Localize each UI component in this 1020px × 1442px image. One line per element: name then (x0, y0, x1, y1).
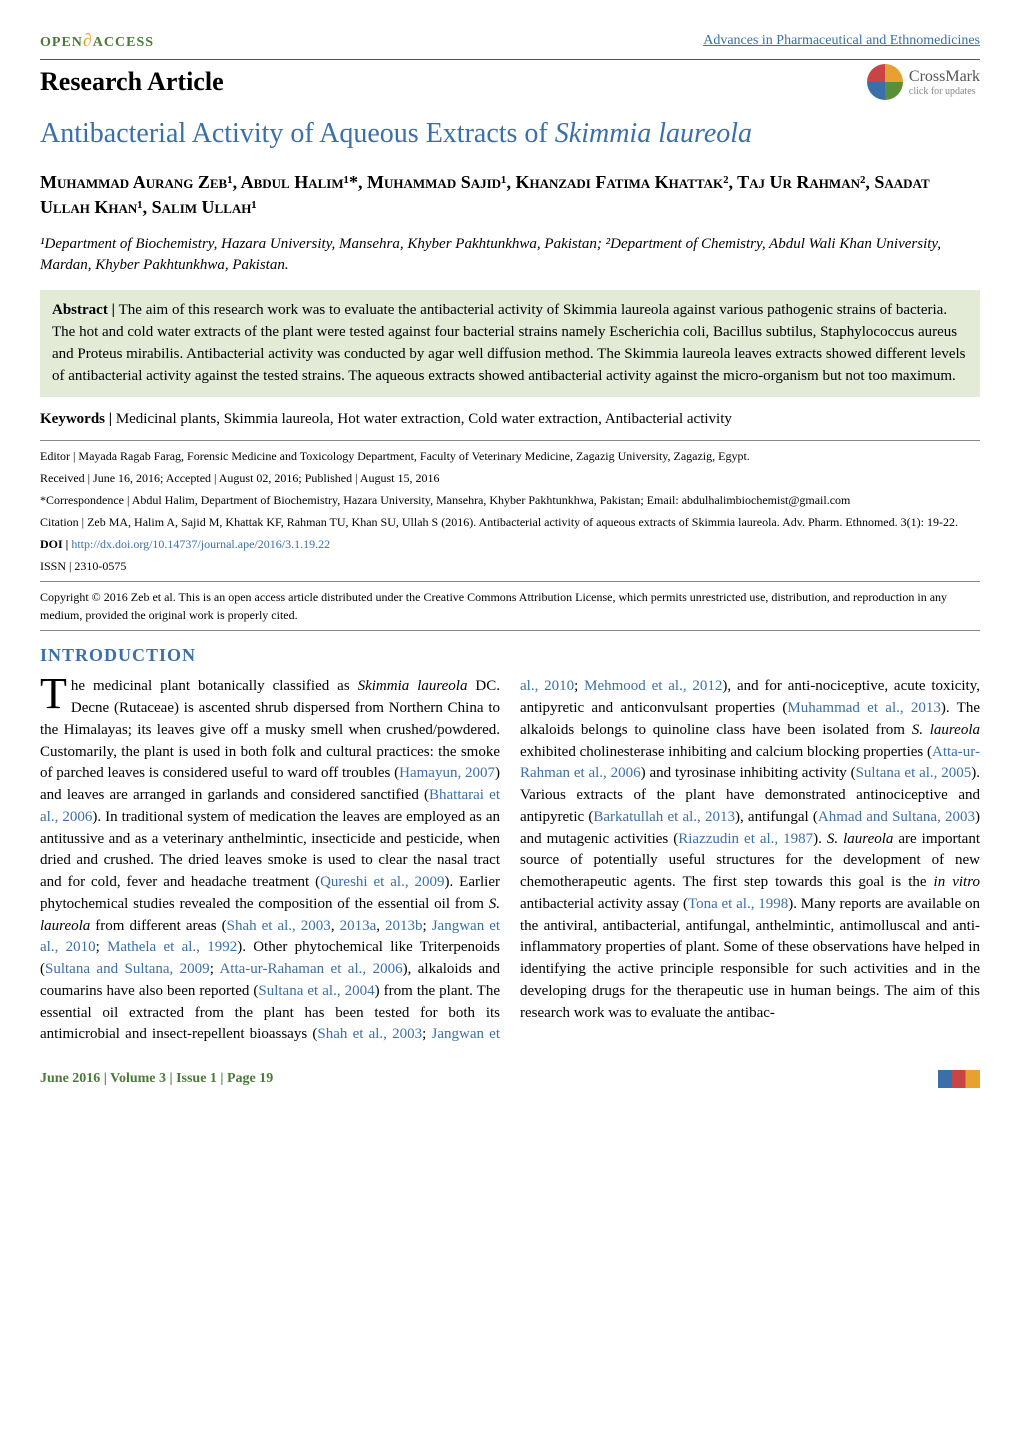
ref-link[interactable]: Sultana et al., 2005 (856, 765, 972, 781)
ref-link[interactable]: Sultana et al., 2004 (258, 983, 374, 999)
meta-divider (40, 440, 980, 441)
meta-issn: ISSN | 2310-0575 (40, 557, 980, 575)
keywords-text: Medicinal plants, Skimmia laureola, Hot … (116, 411, 732, 427)
meta-editor: Editor | Mayada Ragab Farag, Forensic Me… (40, 447, 980, 465)
nexus-icon (938, 1070, 980, 1088)
ref-link[interactable]: 2013a (340, 918, 377, 934)
title-text: Antibacterial Activity of Aqueous Extrac… (40, 118, 555, 149)
ref-link[interactable]: 2013b (385, 918, 423, 934)
doi-link[interactable]: http://dx.doi.org/10.14737/journal.ape/2… (71, 537, 330, 551)
ref-link[interactable]: Hamayun, 2007 (399, 765, 495, 781)
meta-doi: DOI | http://dx.doi.org/10.14737/journal… (40, 535, 980, 553)
intro-paragraph: The medicinal plant botanically classifi… (40, 676, 980, 1046)
ref-link[interactable]: Barkatullah et al., 2013 (593, 809, 735, 825)
abstract-text: The aim of this research work was to eva… (52, 302, 966, 383)
crossmark-icon (867, 64, 903, 100)
keywords: Keywords | Medicinal plants, Skimmia lau… (40, 411, 980, 428)
ref-link[interactable]: Ahmad and Sultana, 2003 (818, 809, 975, 825)
meta-dates: Received | June 16, 2016; Accepted | Aug… (40, 469, 980, 487)
ref-link[interactable]: Atta-ur-Rahaman et al., 2006 (219, 961, 402, 977)
abstract-box: Abstract | The aim of this research work… (40, 290, 980, 397)
dropcap: T (40, 676, 71, 712)
footer-pagination: June 2016 | Volume 3 | Issue 1 | Page 19 (40, 1071, 273, 1087)
article-type: Research Article (40, 67, 224, 97)
meta-citation: Citation | Zeb MA, Halim A, Sajid M, Kha… (40, 513, 980, 531)
open-access-suffix: ACCESS (93, 35, 154, 50)
ref-link[interactable]: Mathela et al., 1992 (107, 939, 237, 955)
article-title: Antibacterial Activity of Aqueous Extrac… (40, 118, 980, 150)
lock-icon: ∂ (83, 30, 93, 50)
section-introduction: INTRODUCTION (40, 645, 980, 666)
ref-link[interactable]: Shah et al., 2003 (317, 1026, 422, 1042)
open-access-prefix: OPEN (40, 35, 83, 50)
meta-copyright: Copyright © 2016 Zeb et al. This is an o… (40, 588, 980, 624)
meta-divider (40, 630, 980, 631)
ref-link[interactable]: Tona et al., 1998 (688, 896, 788, 912)
crossmark-sublabel: click for updates (909, 86, 980, 97)
ref-link[interactable]: Sultana and Sultana, 2009 (45, 961, 210, 977)
ref-link[interactable]: Mehmood et al., 2012 (584, 678, 722, 694)
divider (40, 59, 980, 60)
title-species: Skimmia laureola (555, 118, 752, 149)
ref-link[interactable]: Shah et al., 2003 (227, 918, 331, 934)
abstract-label: Abstract | (52, 302, 119, 318)
authors: Muhammad Aurang Zeb¹, Abdul Halim¹*, Muh… (40, 170, 980, 220)
footer: June 2016 | Volume 3 | Issue 1 | Page 19 (40, 1070, 980, 1088)
ref-link[interactable]: Qureshi et al., 2009 (320, 874, 444, 890)
crossmark-label: CrossMark (909, 68, 980, 86)
meta-correspondence: *Correspondence | Abdul Halim, Departmen… (40, 491, 980, 509)
open-access-badge: OPEN∂ACCESS (40, 30, 154, 51)
ref-link[interactable]: Muhammad et al., 2013 (787, 700, 941, 716)
keywords-label: Keywords | (40, 411, 116, 427)
article-type-row: Research Article CrossMark click for upd… (40, 64, 980, 100)
meta-divider (40, 581, 980, 582)
top-bar: OPEN∂ACCESS Advances in Pharmaceutical a… (40, 30, 980, 51)
ref-link[interactable]: Riazzudin et al., 1987 (678, 831, 813, 847)
affiliations: ¹Department of Biochemistry, Hazara Univ… (40, 234, 980, 276)
body-columns: The medicinal plant botanically classifi… (40, 676, 980, 1046)
journal-link[interactable]: Advances in Pharmaceutical and Ethnomedi… (703, 33, 980, 49)
crossmark-badge[interactable]: CrossMark click for updates (867, 64, 980, 100)
doi-label: DOI | (40, 537, 71, 551)
